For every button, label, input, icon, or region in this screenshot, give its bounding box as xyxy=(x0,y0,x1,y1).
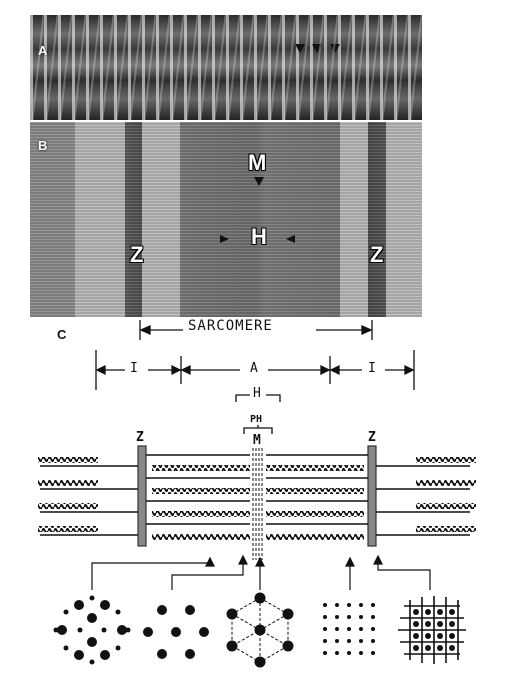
micrograph-panel-a: A xyxy=(30,15,422,120)
z-line-right-diagram-label: Z xyxy=(368,430,376,445)
m-line-diagram-label: M xyxy=(253,433,261,448)
a-band-label: A xyxy=(250,361,258,376)
sarcomere-dimension xyxy=(139,320,373,340)
cross-section-h-zone xyxy=(143,605,209,659)
z-lines xyxy=(137,445,377,547)
sarcomere-label: SARCOMERE xyxy=(188,318,273,334)
i-band-left-label: I xyxy=(130,361,138,376)
band-dimensions xyxy=(95,350,415,390)
thin-filaments xyxy=(40,454,470,536)
h-zone-left-arrowhead xyxy=(220,235,229,243)
micrograph-panel-b: B M H Z Z xyxy=(30,122,422,317)
h-zone-label: H xyxy=(251,224,267,249)
panel-label-b: B xyxy=(38,138,48,153)
panel-label-c: C xyxy=(57,327,67,342)
cross-section-i-band xyxy=(53,595,131,665)
i-band-right-label: I xyxy=(368,361,376,376)
m-line-label: M xyxy=(248,150,267,175)
z-line-left-diagram-label: Z xyxy=(136,430,144,445)
z-line-left-label: Z xyxy=(130,242,144,267)
h-zone-bracket xyxy=(235,394,281,434)
h-zone-right-arrowhead xyxy=(286,235,295,243)
h-zone-diagram-label: H xyxy=(253,386,261,401)
m-line xyxy=(252,448,263,560)
m-line-arrowhead xyxy=(254,177,264,186)
cross-section-pointers xyxy=(91,554,431,590)
thick-filaments xyxy=(38,457,476,540)
pseudo-h-zone-label: PH xyxy=(250,414,263,425)
cross-section-z-line xyxy=(398,596,466,664)
cross-section-m-line xyxy=(226,592,294,668)
z-line-right-label: Z xyxy=(370,242,384,267)
cross-section-square-lattice xyxy=(323,603,375,655)
